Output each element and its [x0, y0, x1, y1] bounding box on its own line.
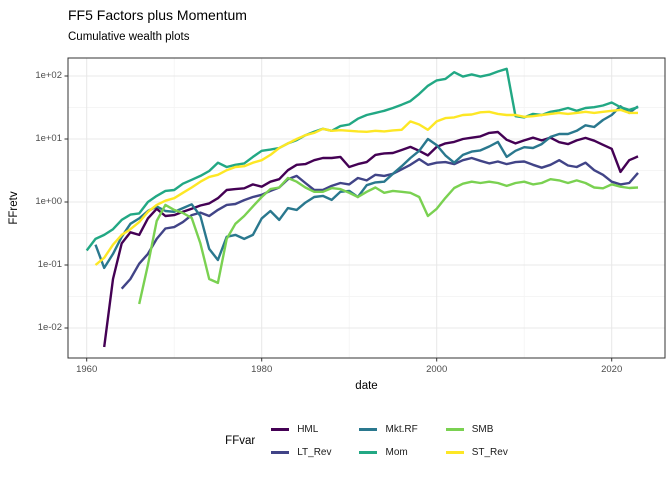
series-line-SMB: [138, 176, 639, 305]
legend-label: LT_Rev: [297, 447, 332, 458]
legend-item-SMB: SMB: [445, 418, 508, 441]
legend-key-LT_Rev: [271, 451, 290, 454]
legend-key-HML: [271, 428, 290, 431]
legend-label: Mom: [385, 447, 408, 458]
legend-title: FFvar: [225, 435, 256, 447]
legend-label: SMB: [471, 424, 494, 435]
series-line-HML: [103, 130, 639, 348]
x-axis-label: date: [355, 380, 378, 392]
page-subtitle: Cumulative wealth plots: [68, 31, 190, 43]
x-tick-label: 1980: [251, 364, 273, 375]
legend-item-Mom: Mom: [359, 441, 417, 464]
legend-label: HML: [297, 424, 319, 435]
legend-key-ST_Rev: [445, 451, 464, 454]
legend: FFvar HML LT_Rev Mkt.RF Mom SMB ST_Rev: [68, 418, 665, 464]
y-tick-label: 1e-02: [37, 322, 62, 333]
series-line-ST_Rev: [94, 108, 638, 266]
y-tick-label: 1e+01: [35, 133, 62, 144]
legend-key-SMB: [445, 428, 464, 431]
legend-label: Mkt.RF: [385, 424, 418, 435]
legend-item-ST_Rev: ST_Rev: [445, 441, 508, 464]
legend-item-HML: HML: [271, 418, 331, 441]
legend-item-LT_Rev: LT_Rev: [271, 441, 331, 464]
legend-key-Mkt.RF: [359, 428, 378, 431]
legend-key-Mom: [359, 451, 378, 454]
series-line-Mkt.RF: [94, 105, 639, 270]
legend-label: ST_Rev: [471, 447, 508, 458]
x-tick-label: 2000: [426, 364, 448, 375]
y-tick-label: 1e-01: [37, 259, 62, 270]
plot-panel-border: [67, 57, 666, 359]
y-tick-label: 1e+00: [35, 196, 62, 207]
x-tick-label: 1960: [76, 364, 98, 375]
legend-items: HML LT_Rev Mkt.RF Mom SMB ST_Rev: [271, 418, 508, 464]
y-axis-label: FFretv: [8, 191, 20, 225]
y-tick-label: 1e+02: [35, 70, 62, 81]
series-line-Mom: [85, 67, 639, 252]
page-title: FF5 Factors plus Momentum: [68, 7, 247, 23]
x-tick-label: 2020: [601, 364, 623, 375]
legend-item-Mkt.RF: Mkt.RF: [359, 418, 418, 441]
series-line-LT_Rev: [120, 156, 639, 290]
